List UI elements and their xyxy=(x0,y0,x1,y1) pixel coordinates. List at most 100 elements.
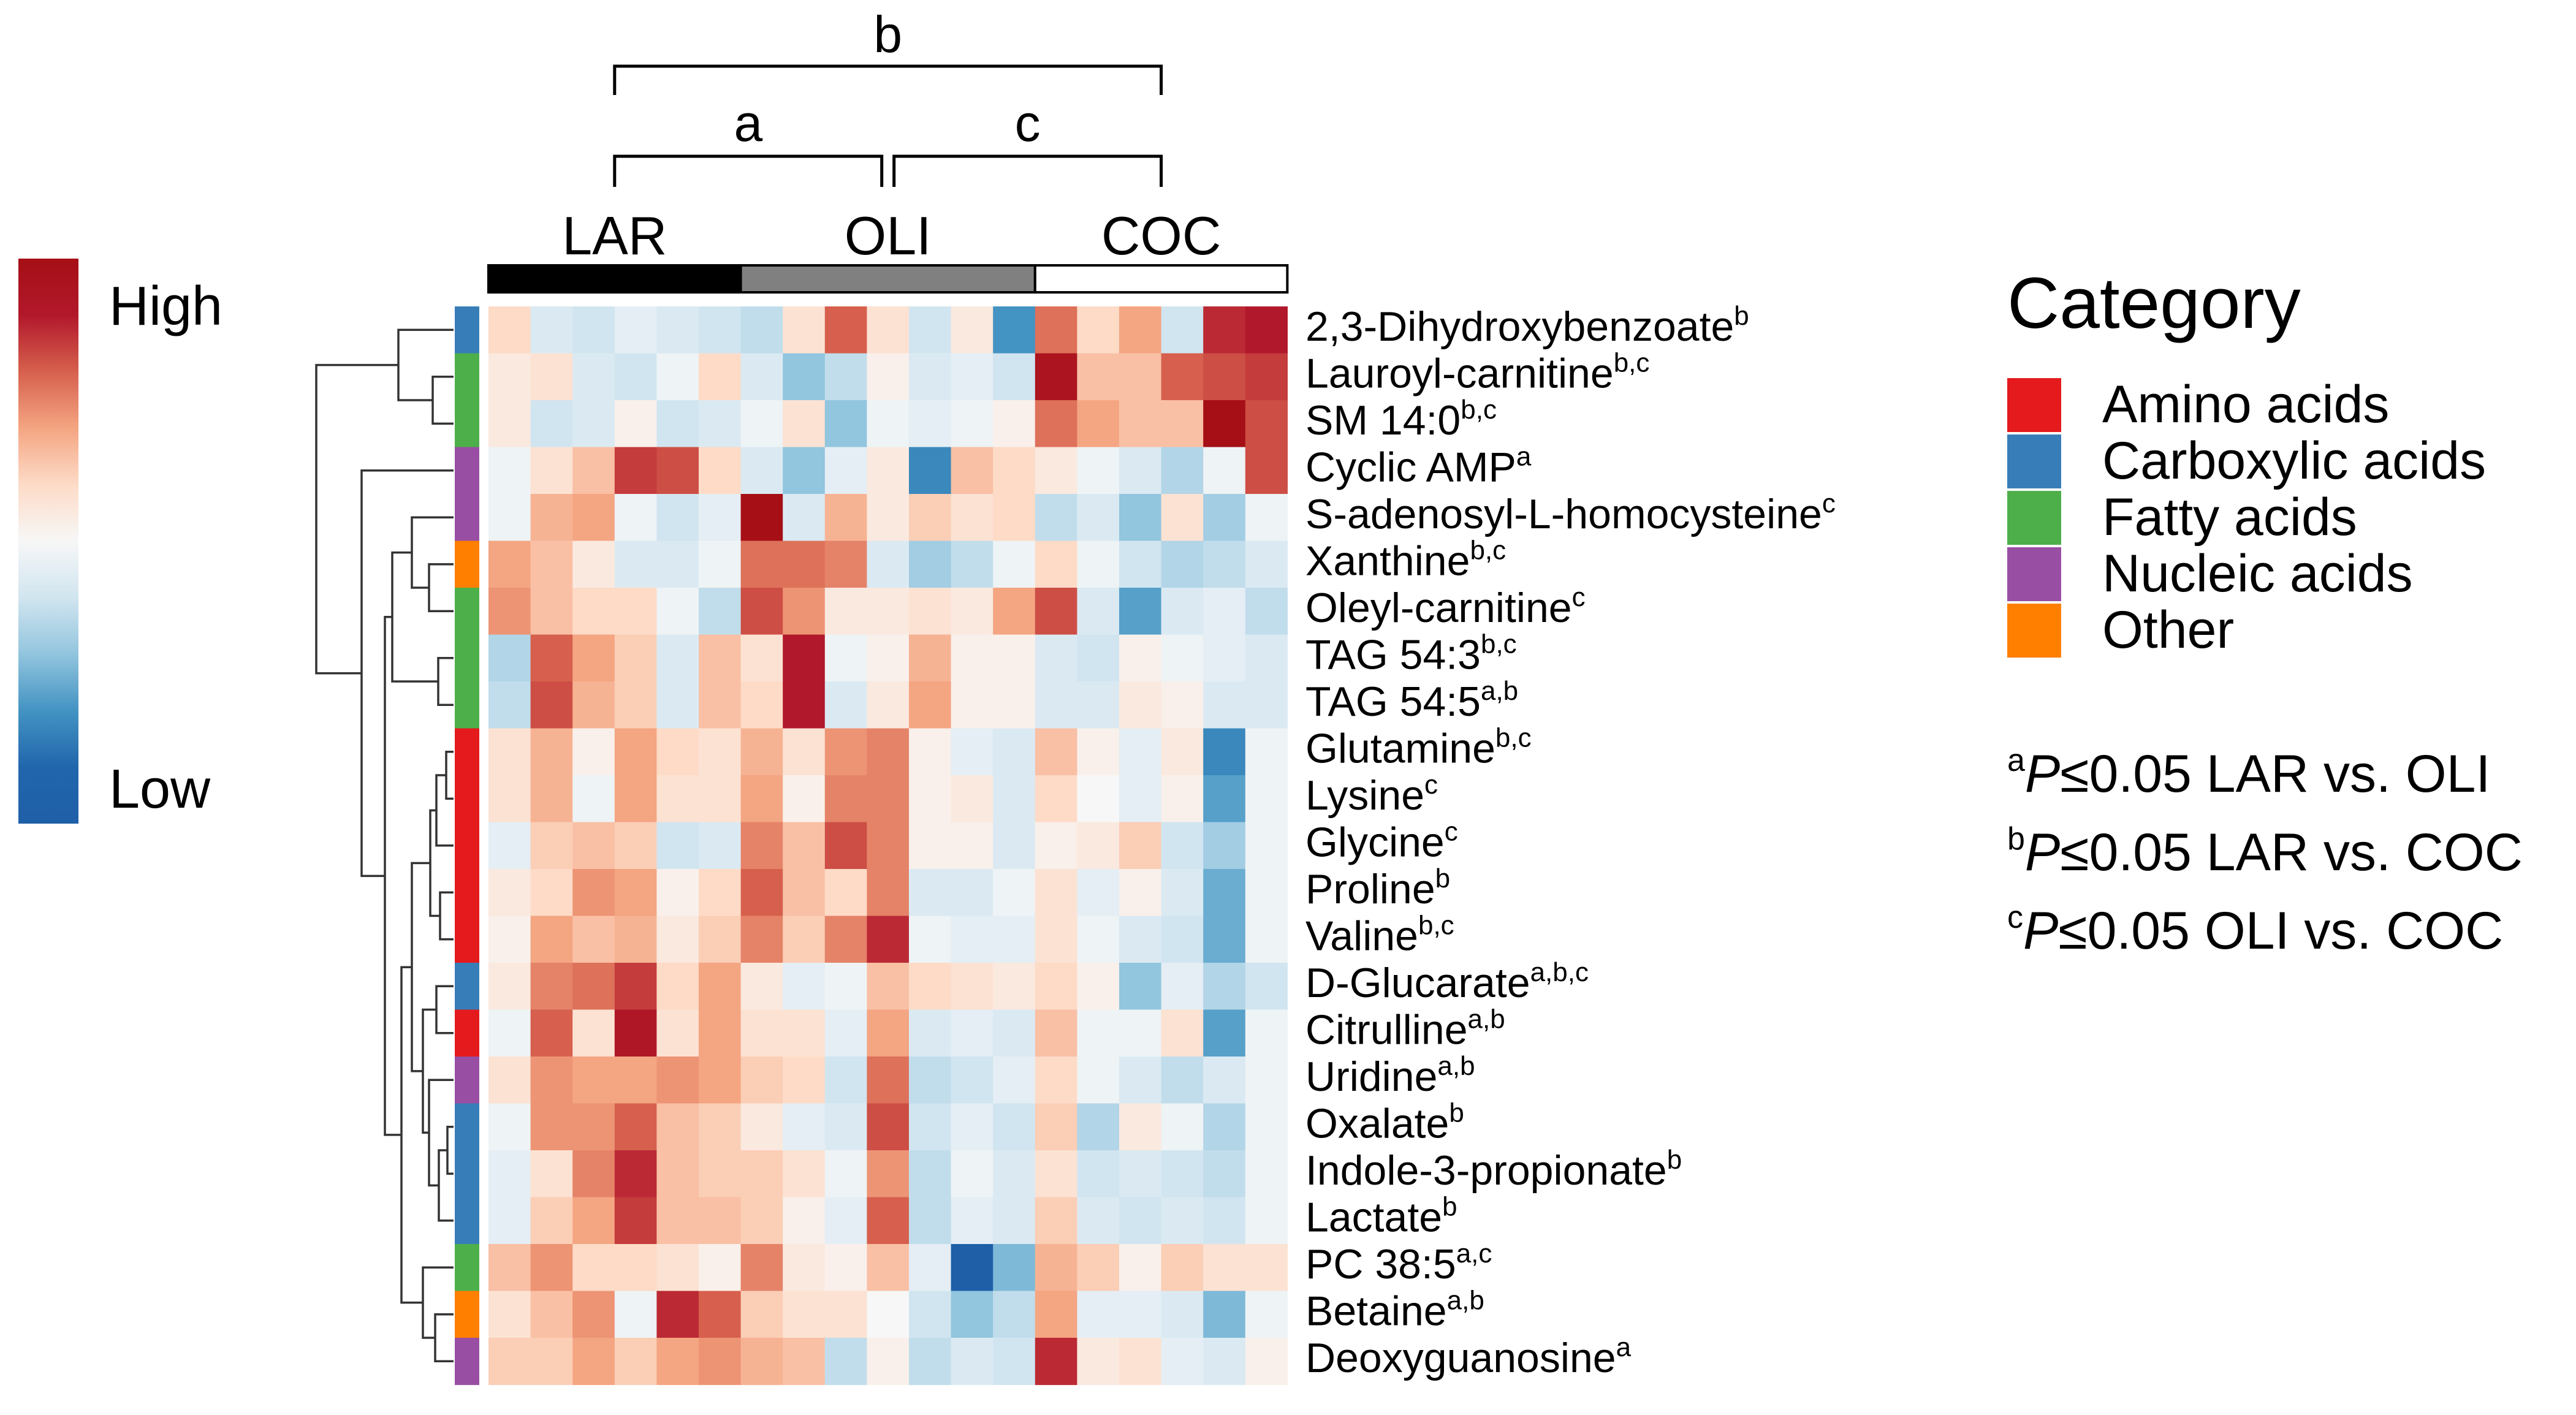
heatmap-cell xyxy=(1161,634,1204,682)
category-legend-title: Category xyxy=(2007,263,2301,344)
heatmap-cell xyxy=(699,1057,742,1104)
row-label-name: Glycine xyxy=(1305,819,1445,866)
heatmap-cell xyxy=(1119,963,1162,1011)
heatmap-cell xyxy=(1245,400,1288,448)
heatmap-cell xyxy=(699,1338,742,1386)
heatmap-cell xyxy=(1245,822,1288,870)
heatmap-cell xyxy=(699,963,742,1011)
heatmap-cell xyxy=(572,1244,615,1292)
row-label-name: Oxalate xyxy=(1305,1101,1449,1147)
comparison-bracket-labels: b a c xyxy=(734,6,1040,152)
category-strip-cell xyxy=(455,728,479,776)
heatmap-cell xyxy=(530,1197,573,1245)
heatmap-cell xyxy=(824,963,867,1011)
category-strip-cell xyxy=(455,447,479,495)
heatmap-cell xyxy=(1035,588,1077,635)
heatmap-cell xyxy=(1035,541,1077,588)
heatmap-cell xyxy=(783,681,826,729)
category-strip-cell xyxy=(455,541,479,588)
heatmap-cell xyxy=(699,822,742,870)
heatmap-cell xyxy=(740,1009,783,1057)
group-labels: LAR OLI COC xyxy=(562,205,1221,266)
heatmap-cell xyxy=(1077,1150,1120,1198)
dendrogram-branch xyxy=(429,809,440,917)
heatmap-cell xyxy=(993,869,1036,917)
dendrogram-branch xyxy=(431,376,454,425)
heatmap-cell xyxy=(783,1103,826,1151)
heatmap-cell xyxy=(656,634,699,682)
heatmap-cell xyxy=(1203,1197,1246,1245)
heatmap-cell xyxy=(740,916,783,963)
category-strip-cell xyxy=(455,494,479,542)
heatmap-cell xyxy=(488,353,531,401)
heatmap-cell xyxy=(909,681,952,729)
heatmap-cell xyxy=(824,634,867,682)
heatmap-cell xyxy=(824,1338,867,1386)
heatmap-cell xyxy=(699,400,742,448)
heatmap-cell xyxy=(488,869,531,917)
heatmap-cell xyxy=(1161,1197,1204,1245)
heatmap-cell xyxy=(572,306,615,354)
heatmap-cell xyxy=(1203,1338,1246,1386)
heatmap-cell xyxy=(572,916,615,963)
heatmap-cell xyxy=(656,494,699,542)
category-strip-cell xyxy=(455,306,479,354)
heatmap-cell xyxy=(867,869,910,917)
row-label-superscript: b,c xyxy=(1470,536,1506,566)
heatmap-cell xyxy=(1203,541,1246,588)
heatmap-cell xyxy=(740,306,783,354)
dendrogram-branch xyxy=(360,469,454,878)
heatmap-cell xyxy=(951,1103,994,1151)
row-label: Oxalateb xyxy=(1305,1098,1464,1147)
significance-note: aP≤0.05 LAR vs. OLI xyxy=(2007,743,2490,803)
heatmap-cell xyxy=(488,1291,531,1338)
heatmap-cell xyxy=(1077,1009,1120,1057)
heatmap-cell xyxy=(1161,494,1204,542)
heatmap-cell xyxy=(488,1057,531,1104)
row-label-superscript: b,c xyxy=(1461,395,1497,425)
heatmap-cell xyxy=(993,1338,1036,1386)
heatmap-cell xyxy=(1245,1103,1288,1151)
heatmap-cell xyxy=(951,822,994,870)
significance-note-p: P xyxy=(2025,823,2060,882)
heatmap-cell xyxy=(614,1057,657,1104)
row-label-superscript: b xyxy=(1435,863,1450,893)
heatmap-cell xyxy=(1119,822,1162,870)
heatmap-cell xyxy=(530,353,573,401)
heatmap-cell xyxy=(824,1009,867,1057)
heatmap-cell xyxy=(909,634,952,682)
row-label-name: Uridine xyxy=(1305,1053,1437,1100)
heatmap-cell xyxy=(867,681,910,729)
heatmap-cell xyxy=(1035,1291,1077,1338)
heatmap-cell xyxy=(656,1150,699,1198)
heatmap-cell xyxy=(993,1244,1036,1292)
heatmap-cell xyxy=(824,869,867,917)
heatmap-cell xyxy=(909,1009,952,1057)
row-label-superscript: a,b xyxy=(1468,1004,1505,1034)
significance-note-sup: b xyxy=(2007,821,2025,857)
heatmap-cell xyxy=(1077,634,1120,682)
comparison-bracket xyxy=(613,154,884,187)
dendrogram-branch xyxy=(435,985,454,1034)
heatmap-cell xyxy=(867,1291,910,1338)
heatmap-cell xyxy=(1077,1057,1120,1104)
heatmap-cell xyxy=(1245,775,1288,823)
heatmap-cell xyxy=(572,588,615,635)
category-strip-cell xyxy=(455,916,479,963)
heatmap-cell xyxy=(656,306,699,354)
heatmap-cell xyxy=(572,1291,615,1338)
heatmap-cell xyxy=(824,681,867,729)
heatmap-cell xyxy=(614,1197,657,1245)
dendrogram-branch xyxy=(411,516,454,589)
category-strip-cell xyxy=(455,963,479,1011)
heatmap-cell xyxy=(993,447,1036,495)
heatmap-cell xyxy=(530,1244,573,1292)
heatmap-cell xyxy=(488,400,531,448)
category-strip-cell xyxy=(455,1338,479,1386)
row-label-name: PC 38:5 xyxy=(1305,1241,1456,1288)
row-label: Glutamineb,c xyxy=(1305,723,1532,772)
heatmap-cell xyxy=(488,775,531,823)
dendrogram-branch xyxy=(391,551,438,683)
heatmap-cell xyxy=(909,588,952,635)
